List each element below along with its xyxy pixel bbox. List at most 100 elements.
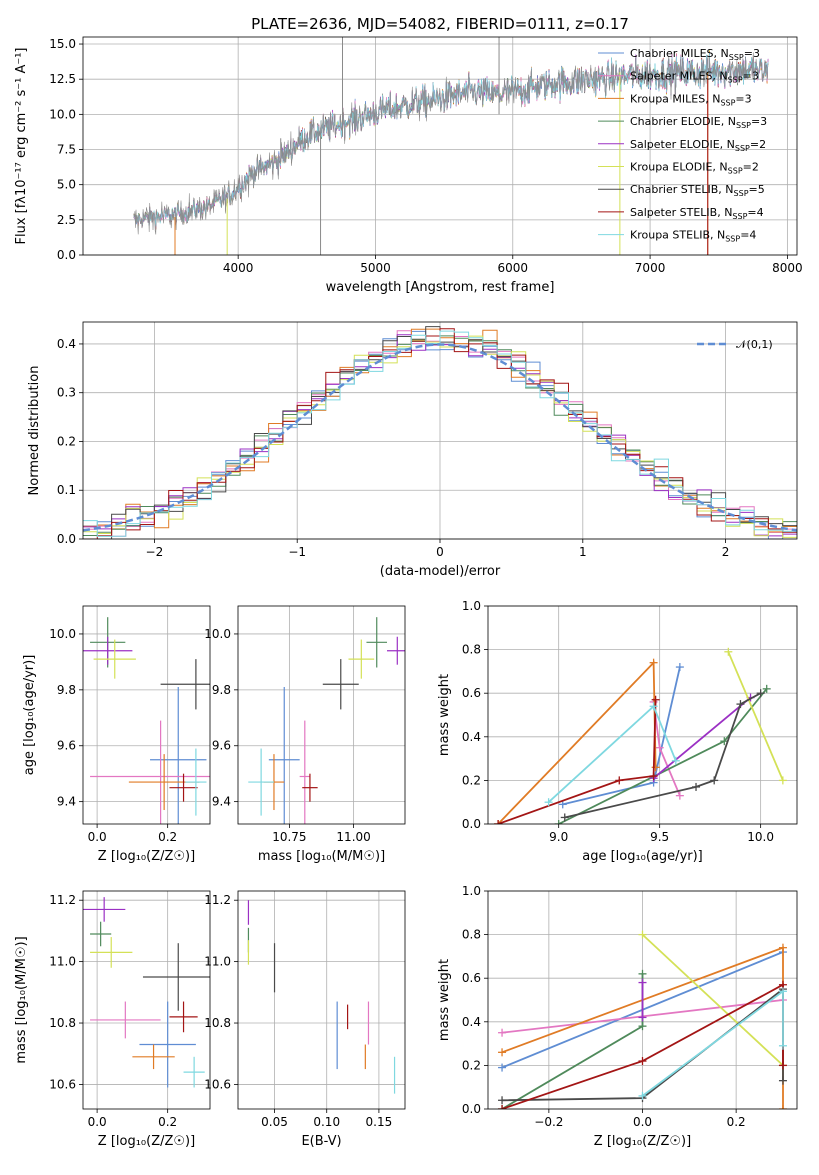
- y-tick-label: 10.6: [204, 1077, 231, 1091]
- x-axis-label: mass [log₁₀(M/M☉)]: [258, 849, 385, 864]
- y-tick-label: 0.6: [462, 971, 481, 985]
- y-tick-label: 9.8: [57, 683, 76, 697]
- y-tick-label: 12.5: [49, 72, 76, 86]
- y-tick-label: 1.0: [462, 599, 481, 613]
- axes-frame: [487, 890, 798, 1110]
- y-tick-label: 0.6: [462, 686, 481, 700]
- x-tick-label: 0.2: [158, 830, 177, 844]
- weight-series: [498, 969, 647, 1109]
- y-tick-label: 10.8: [204, 1016, 231, 1030]
- axes-frame: [82, 890, 211, 1110]
- y-axis-label: age [log₁₀(age/yr)]: [22, 655, 37, 776]
- y-tick-label: 2.5: [57, 213, 76, 227]
- x-axis-label: Z [log₁₀(Z/Z☉)]: [594, 1134, 691, 1149]
- x-tick-label: 2: [722, 545, 730, 559]
- y-tick-label: 0.8: [462, 643, 481, 657]
- errorbar-point: [139, 1001, 196, 1088]
- axes-frame: [237, 605, 406, 825]
- x-tick-label: 9.0: [549, 830, 568, 844]
- x-tick-label: 11.00: [336, 830, 370, 844]
- legend-entry: Chabrier STELIB, NSSP=5: [630, 183, 765, 198]
- y-axis-label: Normed distribution: [27, 366, 42, 496]
- y-tick-label: 9.4: [212, 795, 231, 809]
- x-axis-label: (data-model)/error: [380, 564, 501, 579]
- errorbar-point: [83, 897, 126, 922]
- legend-entry: Salpeter MILES, NSSP=3: [630, 70, 759, 85]
- x-tick-label: −2: [146, 545, 164, 559]
- x-tick-label: 1: [579, 545, 587, 559]
- plot-area-mass-vs-Z: [83, 897, 210, 1088]
- y-tick-label: 10.0: [204, 627, 231, 641]
- legend-entry: Kroupa ELODIE, NSSP=2: [630, 161, 759, 176]
- x-tick-label: 0.15: [366, 1115, 393, 1129]
- y-tick-label: 7.5: [57, 143, 76, 157]
- grid-weight-vs-age: [488, 605, 797, 825]
- grid-age-vs-mass: [238, 606, 405, 824]
- grid-mass-vs-Z: [83, 891, 210, 1109]
- errorbar-point: [185, 748, 207, 816]
- y-tick-label: 0.0: [57, 532, 76, 546]
- weight-series: [544, 702, 680, 807]
- y-tick-label: 10.6: [49, 1077, 76, 1091]
- y-tick-label: 0.1: [57, 483, 76, 497]
- plot-area-residuals: [83, 326, 797, 539]
- y-tick-label: 0.0: [462, 1102, 481, 1116]
- plot-area-spectrum: [133, 37, 769, 255]
- errorbar-point: [90, 1001, 161, 1039]
- grid-mass-vs-ebv: [238, 891, 405, 1109]
- figure-title: PLATE=2636, MJD=54082, FIBERID=0111, z=0…: [251, 15, 629, 33]
- x-axis-label: wavelength [Angstrom, rest frame]: [326, 280, 555, 295]
- x-axis-label: Z [log₁₀(Z/Z☉)]: [98, 1134, 195, 1149]
- y-tick-label: 0.4: [57, 337, 76, 351]
- y-axis-label: Flux [fλ10⁻¹⁷ erg cm⁻² s⁻¹ A⁻¹]: [14, 48, 29, 245]
- x-tick-label: 9.5: [650, 830, 669, 844]
- y-tick-label: 1.0: [462, 884, 481, 898]
- errorbar-point: [387, 636, 405, 665]
- weight-series: [638, 930, 787, 1070]
- y-tick-label: 0.8: [462, 928, 481, 942]
- normal-reference-curve: [83, 343, 797, 532]
- x-tick-label: 0.2: [158, 1115, 177, 1129]
- legend-entry: Chabrier MILES, NSSP=3: [630, 47, 760, 62]
- y-tick-label: 11.2: [204, 893, 231, 907]
- x-tick-label: 5000: [360, 261, 391, 275]
- x-tick-label: 0.05: [261, 1115, 288, 1129]
- errorbar-point: [90, 921, 112, 947]
- y-tick-label: 11.0: [204, 955, 231, 969]
- y-tick-label: 11.2: [49, 893, 76, 907]
- legend-entry: Chabrier ELODIE, NSSP=3: [630, 115, 767, 130]
- legend-entry: Kroupa STELIB, NSSP=4: [630, 229, 756, 244]
- y-axis-label: mass [log₁₀(M/M☉)]: [14, 936, 29, 1063]
- errorbar-point: [93, 639, 136, 679]
- plot-area-weight-vs-Z: [498, 930, 787, 1109]
- weight-series: [638, 978, 647, 1022]
- errorbar-point: [366, 617, 388, 668]
- errorbar-point: [248, 748, 274, 816]
- errorbar-point: [83, 636, 133, 665]
- weight-series: [638, 987, 787, 1100]
- errorbar-point: [160, 659, 210, 710]
- errorbar-point: [142, 943, 210, 1011]
- x-tick-label: 6000: [497, 261, 528, 275]
- weight-series: [560, 689, 765, 822]
- y-tick-label: 0.3: [57, 386, 76, 400]
- y-tick-label: 0.2: [57, 434, 76, 448]
- y-tick-label: 9.8: [212, 683, 231, 697]
- grid-age-vs-Z: [83, 606, 210, 824]
- x-tick-label: 10.0: [747, 830, 774, 844]
- x-tick-label: −0.2: [534, 1115, 563, 1129]
- x-tick-label: 7000: [635, 261, 666, 275]
- y-tick-label: 15.0: [49, 37, 76, 51]
- y-tick-label: 9.6: [212, 739, 231, 753]
- x-tick-label: 0: [436, 545, 444, 559]
- spectrum-legend: Chabrier MILES, NSSP=3 Salpeter MILES, NS…: [598, 47, 767, 244]
- y-tick-label: 9.6: [57, 739, 76, 753]
- x-tick-label: −1: [288, 545, 306, 559]
- x-tick-label: 0.0: [88, 1115, 107, 1129]
- x-axis-label: E(B-V): [301, 1134, 341, 1149]
- x-tick-label: 4000: [223, 261, 254, 275]
- errorbar-point: [132, 1044, 175, 1070]
- plot-area-age-vs-mass: [248, 617, 405, 824]
- x-tick-label: 0.0: [88, 830, 107, 844]
